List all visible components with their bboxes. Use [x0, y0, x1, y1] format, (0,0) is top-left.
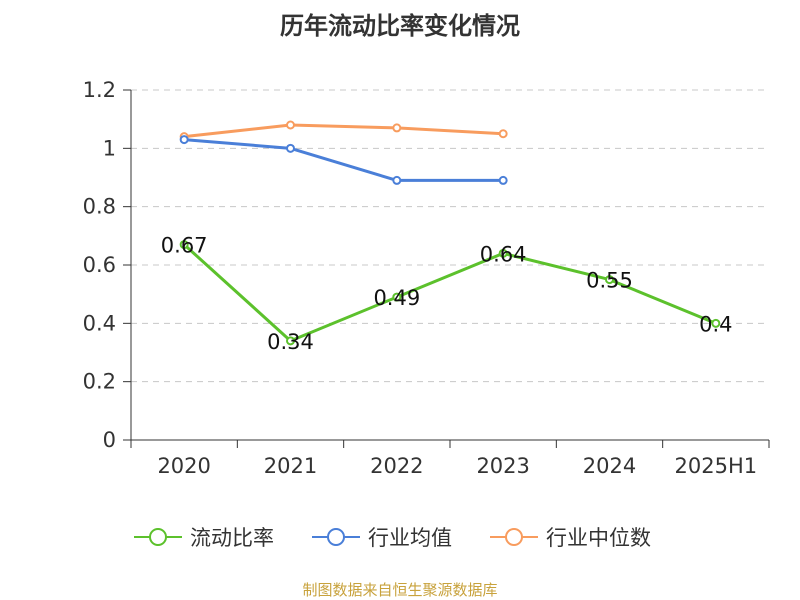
data-point — [286, 143, 295, 153]
series-line — [183, 243, 717, 343]
chart-title: 历年流动比率变化情况 — [280, 12, 520, 40]
source-note: 制图数据来自恒生聚源数据库 — [302, 581, 498, 599]
data-point — [498, 248, 508, 258]
data-point — [286, 336, 295, 346]
data-point — [392, 175, 402, 185]
data-point — [392, 123, 402, 133]
x-tick-label: 2024 — [583, 454, 636, 478]
data-point — [179, 135, 189, 145]
data-label: 0.55 — [586, 269, 633, 293]
y-tick-label: 0.8 — [83, 195, 116, 219]
series-line — [184, 138, 504, 182]
data-point — [498, 175, 508, 185]
data-label: 0.4 — [699, 312, 732, 336]
x-tick-label: 2023 — [476, 454, 529, 478]
y-tick-label: 0 — [103, 428, 116, 452]
x-tick-label: 2021 — [264, 454, 317, 478]
legend-swatch-industry-average — [312, 528, 360, 546]
legend: 流动比率 行业均值 行业中位数 — [0, 521, 800, 553]
legend-swatch-current-ratio — [134, 528, 182, 546]
legend-label-current-ratio: 流动比率 — [190, 526, 274, 550]
legend-swatch-industry-median — [490, 528, 538, 546]
data-point — [179, 240, 189, 250]
legend-label-industry-average: 行业均值 — [368, 526, 452, 550]
y-tick-label: 0.2 — [83, 370, 116, 394]
y-tick-label: 1 — [103, 136, 116, 160]
data-label: 0.34 — [267, 330, 314, 354]
data-label: 0.64 — [480, 242, 527, 266]
y-tick-label: 1.2 — [83, 78, 116, 102]
data-point — [392, 292, 402, 302]
legend-label-industry-median: 行业中位数 — [546, 526, 651, 550]
x-tick-label: 2020 — [157, 454, 210, 478]
legend-item-current-ratio[interactable]: 流动比率 — [134, 521, 274, 553]
data-point — [286, 120, 295, 130]
x-tick-label: 2025H1 — [675, 454, 758, 478]
data-point — [498, 129, 508, 139]
series-line — [184, 123, 504, 139]
legend-item-industry-average[interactable]: 行业均值 — [312, 521, 452, 553]
data-label: 0.49 — [373, 286, 420, 310]
x-tick-label: 2022 — [370, 454, 423, 478]
data-label: 0.67 — [161, 234, 208, 258]
data-point — [605, 275, 614, 285]
y-tick-label: 0.4 — [83, 311, 116, 335]
data-point — [711, 318, 721, 328]
legend-item-industry-median[interactable]: 行业中位数 — [490, 521, 651, 553]
y-tick-label: 0.6 — [83, 253, 116, 277]
